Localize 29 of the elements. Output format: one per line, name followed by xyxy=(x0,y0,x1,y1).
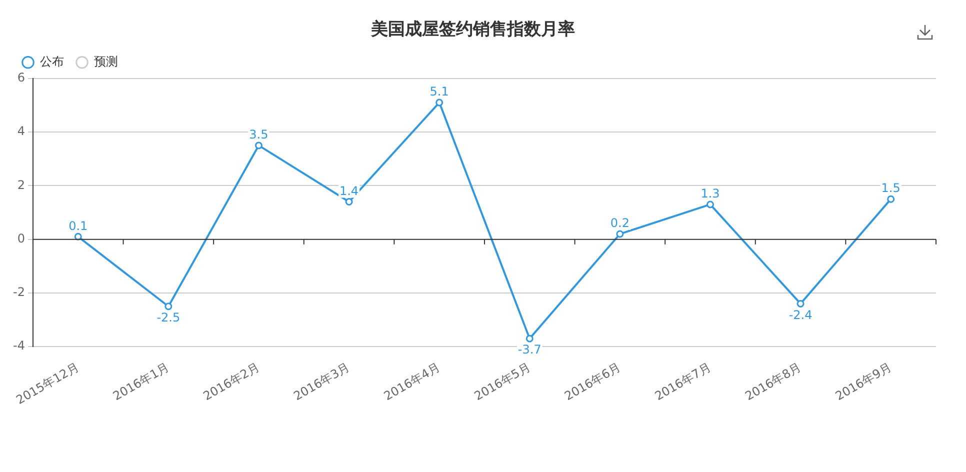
legend-label: 预测 xyxy=(94,54,118,69)
point xyxy=(436,98,444,106)
data-label: 5.1 xyxy=(430,84,449,99)
point xyxy=(74,232,82,240)
point xyxy=(526,334,534,342)
y-tick-label: 4 xyxy=(17,124,25,138)
point xyxy=(345,198,353,206)
point xyxy=(164,302,172,310)
data-label: 1.4 xyxy=(339,184,359,198)
y-tick-label: 2 xyxy=(17,178,25,192)
data-label: 3.5 xyxy=(249,128,268,142)
data-label: -3.7 xyxy=(518,342,542,357)
point xyxy=(616,230,624,238)
data-label: -2.4 xyxy=(788,308,812,322)
data-label: 1.3 xyxy=(700,186,720,201)
data-label: 1.5 xyxy=(881,181,900,196)
point xyxy=(796,300,804,308)
chart-title: 美国成屋签约销售指数月率 xyxy=(370,20,575,40)
legend-label: 公布 xyxy=(40,54,64,69)
point xyxy=(254,142,262,150)
y-tick-label: 0 xyxy=(17,231,25,246)
data-label: -2.5 xyxy=(156,310,180,325)
point xyxy=(887,195,895,203)
y-tick-label: -4 xyxy=(12,338,25,353)
data-label: 0.2 xyxy=(610,216,630,230)
point xyxy=(706,200,714,208)
data-label: 0.1 xyxy=(68,218,88,233)
y-tick-label: -2 xyxy=(12,285,25,300)
y-tick-label: 6 xyxy=(17,70,25,85)
